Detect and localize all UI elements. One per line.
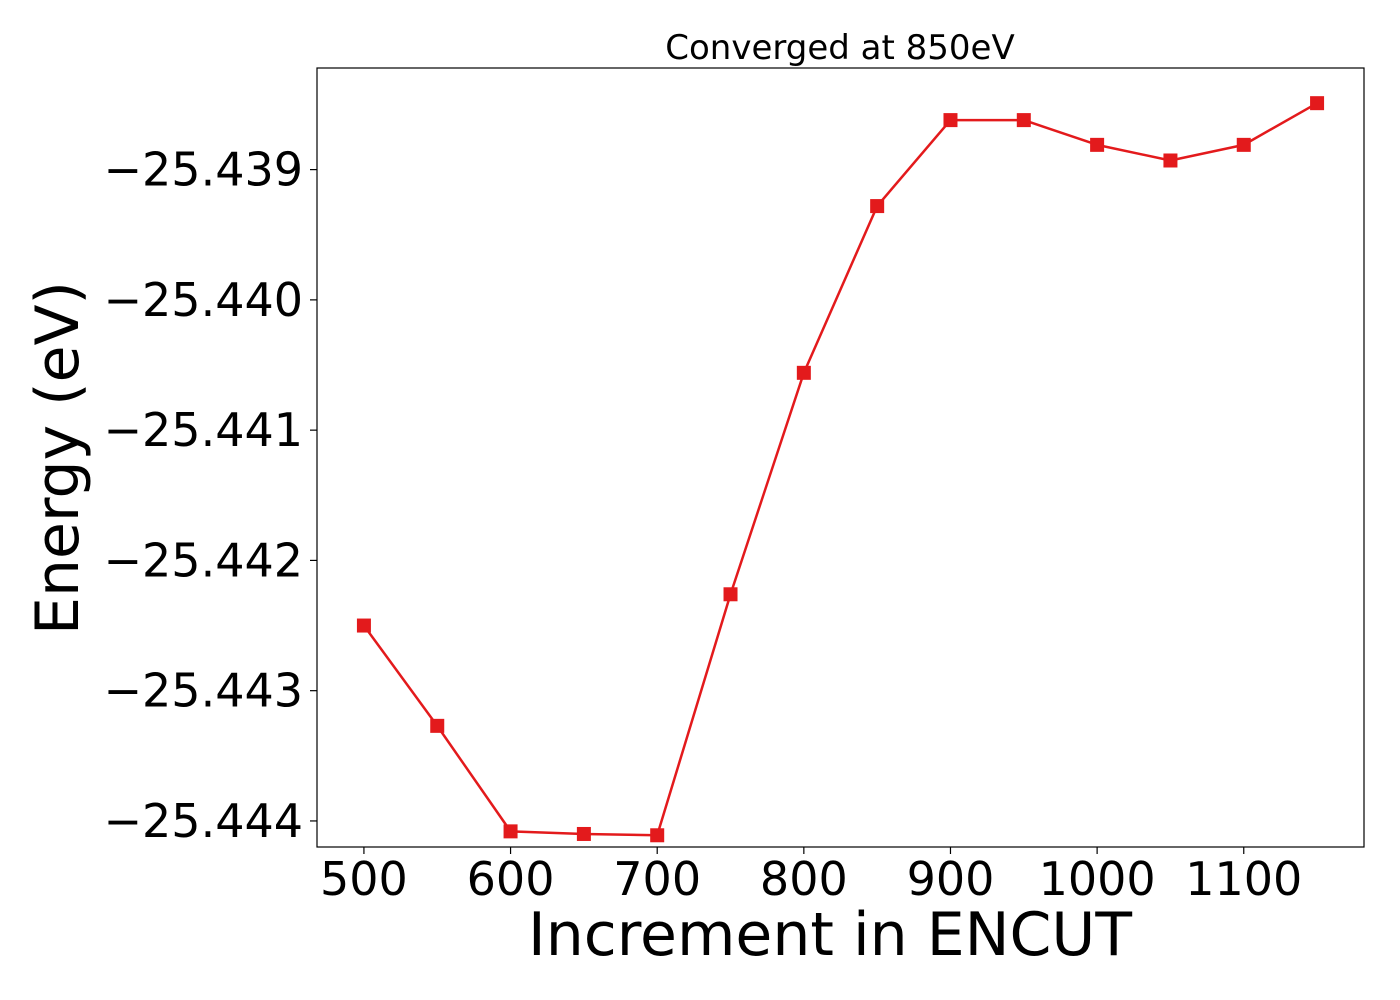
chart-title: Converged at 850eV <box>665 28 1014 68</box>
x-axis: 500 600 700 800 900 1000 1100 <box>320 847 1302 906</box>
y-tick-label: −25.443 <box>104 664 304 718</box>
y-axis: −25.439 −25.440 −25.441 −25.442 −25.443 −25.4… <box>104 143 317 848</box>
data-point-marker <box>1310 96 1325 111</box>
series-layer <box>356 96 1325 843</box>
y-tick-label: −25.439 <box>104 143 304 197</box>
x-tick-label: 900 <box>907 852 995 906</box>
data-point-marker <box>943 113 958 128</box>
data-point-marker <box>356 618 371 633</box>
data-point-marker <box>576 826 591 841</box>
y-tick-label: −25.442 <box>104 533 304 587</box>
data-point-marker <box>723 587 738 602</box>
data-point-marker <box>1163 153 1178 168</box>
x-tick-label: 700 <box>613 852 701 906</box>
y-tick-label: −25.444 <box>104 794 304 848</box>
x-tick-label: 500 <box>320 852 408 906</box>
y-tick-label: −25.441 <box>104 403 304 457</box>
data-point-marker <box>1016 113 1031 128</box>
x-tick-label: 1100 <box>1185 852 1302 906</box>
data-point-marker <box>503 824 518 839</box>
y-tick-label: −25.440 <box>104 273 304 327</box>
x-tick-label: 1000 <box>1039 852 1156 906</box>
data-point-marker <box>430 718 445 733</box>
data-point-marker <box>1090 137 1105 152</box>
plot-area-frame <box>316 67 1365 848</box>
data-point-marker <box>796 365 811 380</box>
data-point-marker <box>1236 137 1251 152</box>
x-tick-label: 800 <box>760 852 848 906</box>
series-line <box>362 102 1318 837</box>
x-tick-label: 600 <box>467 852 555 906</box>
data-point-marker <box>650 828 665 843</box>
x-axis-label: Increment in ENCUT <box>528 900 1132 970</box>
y-axis-label: Energy (eV) <box>23 281 93 635</box>
data-point-marker <box>870 199 885 214</box>
